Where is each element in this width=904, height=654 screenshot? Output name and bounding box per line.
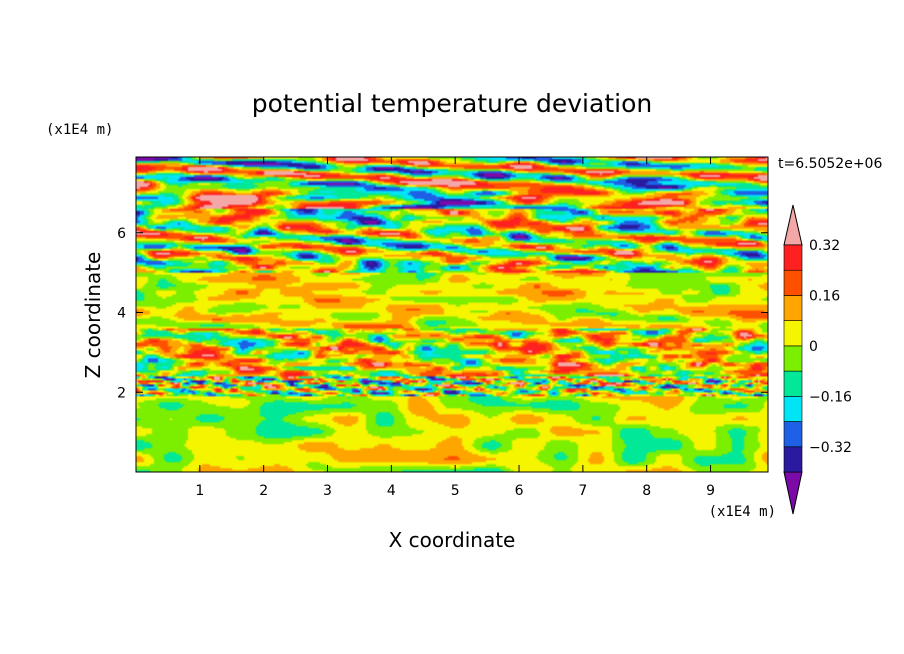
colorbar-swatch (783, 269, 803, 296)
contour-field (136, 157, 768, 472)
colorbar-swatch (783, 244, 803, 271)
colorbar-min-arrow (783, 471, 803, 515)
y-tick-label: 2 (117, 385, 126, 401)
colorbar-label: 0.32 (809, 238, 840, 254)
x-tick-label: 9 (706, 483, 715, 499)
y-axis: 2 4 6 (117, 226, 768, 401)
x-tick-label: 5 (451, 483, 460, 499)
x-tick-label: 6 (515, 483, 524, 499)
x-axis-label: X coordinate (389, 528, 516, 552)
x-axis-unit: (x1E4 m) (709, 504, 776, 520)
colorbar-swatch (783, 421, 803, 448)
contour-raster (136, 157, 768, 472)
chart-title: potential temperature deviation (252, 89, 652, 118)
colorbar-label: 0 (809, 339, 818, 355)
y-tick-label: 4 (117, 306, 126, 322)
colorbar-swatch (783, 320, 803, 347)
x-tick-label: 4 (387, 483, 396, 499)
y-axis-label: Z coordinate (81, 252, 105, 379)
colorbar-swatch (783, 446, 803, 473)
x-tick-label: 1 (195, 483, 204, 499)
x-axis: 1 2 3 4 5 6 7 8 9 (195, 157, 715, 499)
colorbar-swatch (783, 295, 803, 321)
x-tick-label: 7 (578, 483, 587, 499)
x-tick-label: 3 (323, 483, 332, 499)
colorbar-swatch (783, 345, 803, 372)
y-tick-label: 6 (117, 226, 126, 242)
colorbar-swatch (783, 370, 803, 397)
colorbar-label: −0.16 (809, 389, 852, 405)
y-axis-unit: (x1E4 m) (46, 122, 113, 138)
colorbar-swatch (783, 396, 803, 422)
time-label: t=6.5052e+06 (778, 156, 882, 172)
x-tick-label: 2 (259, 483, 268, 499)
colorbar-label: 0.16 (809, 288, 840, 304)
x-tick-label: 8 (642, 483, 651, 499)
plot-frame (135, 156, 769, 473)
colorbar: 0.32 0.16 0 −0.16 −0.32 (783, 204, 852, 515)
colorbar-max-arrow (783, 204, 803, 246)
colorbar-label: −0.32 (809, 440, 852, 456)
